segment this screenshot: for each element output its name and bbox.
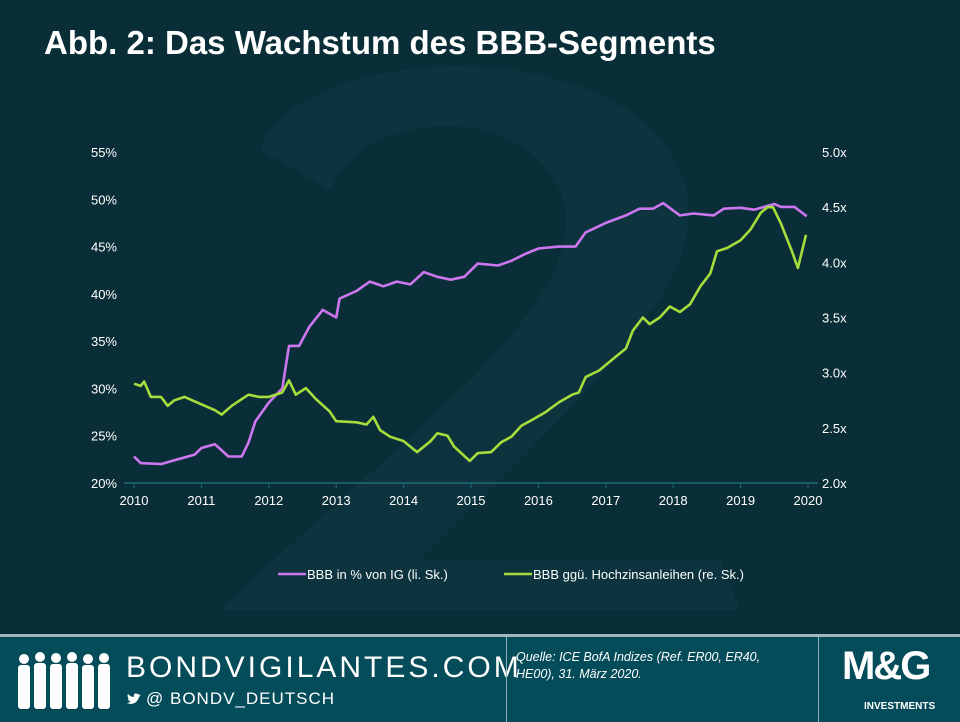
logo-subtext: INVESTMENTS xyxy=(864,701,936,712)
source-note: Quelle: ICE BofA Indizes (Ref. ER00, ER4… xyxy=(516,650,761,681)
y-left-tick-label: 30% xyxy=(91,381,117,396)
y-left-tick-label: 25% xyxy=(91,429,117,444)
people-silhouette-icon xyxy=(18,652,110,709)
x-tick-label: 2017 xyxy=(591,493,620,508)
chart: 2010 2011 2012 2013 2014 2015 2016 2017 2018 2019… xyxy=(91,145,847,582)
y-left-tick-label: 20% xyxy=(91,476,117,491)
x-tick-label: 2012 xyxy=(254,493,283,508)
x-tick-label: 2013 xyxy=(322,493,351,508)
twitter-handle[interactable]: @ BONDV_DEUTSCH xyxy=(126,689,335,709)
y-right-tick-label: 3.5x xyxy=(822,311,847,326)
series-line-bbb-share-ig xyxy=(133,201,808,466)
x-tick-label: 2011 xyxy=(187,493,215,508)
y-right-tick-label: 4.5x xyxy=(822,200,847,215)
y-right-tick-label: 2.5x xyxy=(822,421,847,436)
divider xyxy=(818,637,819,722)
y-left-tick-label: 40% xyxy=(91,287,117,302)
x-tick-label: 2014 xyxy=(389,493,418,508)
twitter-handle-text: @ BONDV_DEUTSCH xyxy=(146,689,336,708)
x-tick-label: 2010 xyxy=(120,493,149,508)
footer: BONDVIGILANTES.COM @ BONDV_DEUTSCH Quell… xyxy=(0,634,960,722)
logo-text: M&G xyxy=(842,644,931,688)
y-left-tick-label: 45% xyxy=(91,240,117,255)
x-tick-label: 2019 xyxy=(726,493,755,508)
y-left-tick-label: 55% xyxy=(91,145,117,160)
y-right-tick-label: 3.0x xyxy=(822,366,847,381)
y-right-tick-label: 5.0x xyxy=(822,145,847,160)
x-tick-label: 2020 xyxy=(794,493,823,508)
y-right-tick-label: 2.0x xyxy=(822,476,847,491)
y-left-tick-label: 50% xyxy=(91,192,117,207)
x-tick-label: 2018 xyxy=(659,493,688,508)
legend-label: BBB in % von IG (li. Sk.) xyxy=(307,567,448,582)
site-link[interactable]: BONDVIGILANTES.COM xyxy=(126,651,522,684)
y-right-tick-label: 4.0x xyxy=(822,255,847,270)
x-tick-label: 2015 xyxy=(457,493,486,508)
mg-logo: M&G INVESTMENTS xyxy=(838,641,948,719)
page-title: Abb. 2: Das Wachstum des BBB-Segments xyxy=(44,24,716,61)
twitter-icon xyxy=(127,693,141,704)
divider xyxy=(506,637,507,722)
y-left-tick-label: 35% xyxy=(91,334,117,349)
legend-label: BBB ggü. Hochzinsanleihen (re. Sk.) xyxy=(533,567,744,582)
series-line-bbb-vs-high-yield xyxy=(133,205,808,463)
x-tick-label: 2016 xyxy=(524,493,553,508)
